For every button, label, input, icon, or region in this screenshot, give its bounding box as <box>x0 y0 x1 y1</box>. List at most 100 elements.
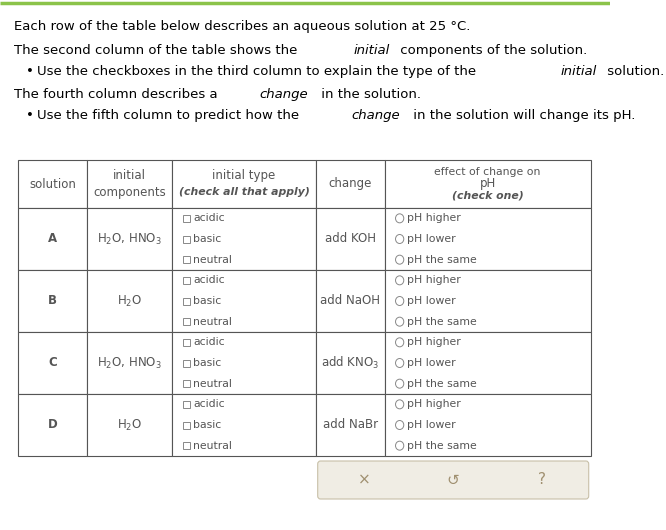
Circle shape <box>396 255 404 264</box>
Bar <box>87 160 172 208</box>
Text: add NaBr: add NaBr <box>322 419 378 431</box>
Bar <box>172 270 316 332</box>
Text: add KOH: add KOH <box>325 233 376 245</box>
Circle shape <box>396 338 404 347</box>
Circle shape <box>396 276 404 285</box>
Bar <box>87 270 172 332</box>
Bar <box>183 421 190 428</box>
Bar <box>183 235 190 243</box>
Bar <box>18 270 87 332</box>
Text: B: B <box>48 295 57 307</box>
Bar <box>87 208 172 270</box>
Text: initial: initial <box>354 44 390 57</box>
Text: ×: × <box>358 473 371 488</box>
Bar <box>172 332 316 394</box>
Text: H$_2$O, HNO$_3$: H$_2$O, HNO$_3$ <box>97 232 162 246</box>
Text: effect of change on: effect of change on <box>434 167 541 177</box>
Text: add NaOH: add NaOH <box>320 295 380 307</box>
Text: pH lower: pH lower <box>406 420 455 430</box>
Text: solution.: solution. <box>603 65 665 78</box>
Bar <box>18 160 87 208</box>
Text: (check one): (check one) <box>452 191 523 201</box>
Text: initial: initial <box>560 65 597 78</box>
Text: components of the solution.: components of the solution. <box>396 44 587 57</box>
Bar <box>18 394 87 456</box>
Text: pH the same: pH the same <box>406 316 476 326</box>
Text: pH: pH <box>480 178 496 190</box>
Text: ↺: ↺ <box>447 473 460 488</box>
Bar <box>384 332 591 394</box>
Text: initial
components: initial components <box>93 169 166 199</box>
Text: change: change <box>259 88 308 101</box>
Text: change: change <box>328 178 372 190</box>
Text: neutral: neutral <box>193 440 232 450</box>
Bar <box>18 208 87 270</box>
Circle shape <box>396 379 404 388</box>
Circle shape <box>396 234 404 243</box>
Circle shape <box>396 296 404 305</box>
Text: basic: basic <box>193 420 221 430</box>
Bar <box>183 359 190 367</box>
Bar <box>384 394 591 456</box>
Circle shape <box>396 317 404 326</box>
Text: pH higher: pH higher <box>406 214 460 223</box>
Text: The fourth column describes a: The fourth column describes a <box>14 88 222 101</box>
Bar <box>87 394 172 456</box>
Text: pH higher: pH higher <box>406 399 460 409</box>
Text: pH lower: pH lower <box>406 296 455 306</box>
Text: add KNO$_3$: add KNO$_3$ <box>321 355 380 371</box>
Text: neutral: neutral <box>193 378 232 388</box>
Text: pH the same: pH the same <box>406 255 476 264</box>
Text: A: A <box>48 233 57 245</box>
Bar <box>316 270 384 332</box>
Text: Use the fifth column to predict how the: Use the fifth column to predict how the <box>37 109 303 122</box>
Text: in the solution.: in the solution. <box>317 88 421 101</box>
Text: pH higher: pH higher <box>406 337 460 347</box>
Text: in the solution will change its pH.: in the solution will change its pH. <box>409 109 635 122</box>
Text: pH lower: pH lower <box>406 234 455 244</box>
Text: basic: basic <box>193 296 221 306</box>
Bar <box>183 256 190 263</box>
Text: Use the checkboxes in the third column to explain the type of the: Use the checkboxes in the third column t… <box>37 65 480 78</box>
Text: acidic: acidic <box>193 275 225 285</box>
Text: solution: solution <box>29 178 76 190</box>
Text: acidic: acidic <box>193 214 225 223</box>
Bar <box>183 215 190 222</box>
Text: H$_2$O, HNO$_3$: H$_2$O, HNO$_3$ <box>97 356 162 370</box>
Text: ?: ? <box>537 473 545 488</box>
Text: neutral: neutral <box>193 316 232 326</box>
Text: Each row of the table below describes an aqueous solution at 25 °C.: Each row of the table below describes an… <box>14 20 470 33</box>
Circle shape <box>396 441 404 450</box>
Bar <box>172 394 316 456</box>
Bar <box>384 208 591 270</box>
Circle shape <box>396 358 404 367</box>
Bar <box>384 160 591 208</box>
Text: The second column of the table shows the: The second column of the table shows the <box>14 44 301 57</box>
Bar <box>183 277 190 284</box>
Bar <box>183 339 190 346</box>
Bar <box>316 332 384 394</box>
Text: initial type: initial type <box>212 169 276 181</box>
Text: pH lower: pH lower <box>406 358 455 368</box>
FancyBboxPatch shape <box>318 461 589 499</box>
Text: basic: basic <box>193 234 221 244</box>
Text: pH the same: pH the same <box>406 378 476 388</box>
Text: change: change <box>352 109 400 122</box>
Text: H$_2$O: H$_2$O <box>117 294 142 308</box>
Circle shape <box>396 420 404 429</box>
Circle shape <box>396 400 404 409</box>
Bar <box>172 208 316 270</box>
Bar <box>183 401 190 408</box>
Text: acidic: acidic <box>193 399 225 409</box>
Text: C: C <box>48 357 57 369</box>
Bar <box>183 380 190 387</box>
Text: pH the same: pH the same <box>406 440 476 450</box>
Text: neutral: neutral <box>193 255 232 264</box>
Bar <box>316 394 384 456</box>
Bar <box>172 160 316 208</box>
Text: acidic: acidic <box>193 337 225 347</box>
Bar <box>18 332 87 394</box>
Bar <box>183 297 190 305</box>
Text: pH higher: pH higher <box>406 275 460 285</box>
Circle shape <box>396 214 404 223</box>
